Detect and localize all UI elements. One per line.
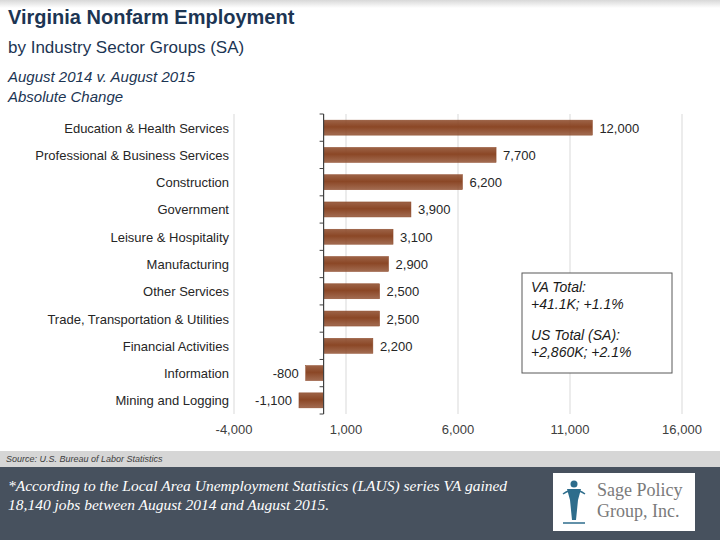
bar (306, 366, 324, 381)
bar (324, 147, 496, 162)
data-label: 2,500 (387, 284, 420, 299)
axis-tick (320, 414, 324, 415)
data-label: 3,900 (418, 202, 451, 217)
logo-arc (563, 490, 585, 494)
axis-tick (320, 168, 324, 169)
data-label: -1,100 (255, 393, 292, 408)
tick-label: 11,000 (551, 422, 590, 437)
bar (324, 257, 389, 272)
data-label: 12,000 (599, 121, 639, 136)
data-label: 2,900 (396, 257, 429, 272)
logo-text: Sage Policy Group, Inc. (597, 480, 693, 522)
grid-line (234, 114, 235, 414)
title: Virginia Nonfarm Employment (8, 6, 294, 29)
footnote: *According to the Local Area Unemploymen… (8, 476, 548, 514)
bar (324, 202, 411, 217)
axis-tick (320, 359, 324, 360)
annotation: US Total (SA): (531, 327, 620, 343)
annotation: VA Total: (531, 279, 586, 295)
logo-body (567, 489, 581, 520)
bar (324, 338, 373, 353)
measure: Absolute Change (8, 88, 123, 105)
tick-label: 1,000 (330, 422, 363, 437)
page: {"chart_data": {"type": "bar", "orientat… (0, 0, 720, 540)
logo-base (563, 522, 585, 524)
axis-tick (320, 223, 324, 224)
axis-line (323, 114, 324, 414)
category-label: Leisure & Hospitality (111, 230, 230, 245)
axis-tick (320, 332, 324, 333)
bar (324, 175, 463, 190)
bar (324, 284, 380, 299)
logo-box (553, 473, 695, 531)
axis-tick (320, 386, 324, 387)
data-label: 2,200 (380, 339, 413, 354)
tick-label: -4,000 (216, 422, 253, 437)
category-label: Government (157, 202, 229, 217)
category-label: Education & Health Services (64, 121, 229, 136)
axis-tick (320, 114, 324, 115)
logo-head (571, 481, 578, 488)
axis-tick (320, 195, 324, 196)
bar (324, 120, 593, 135)
tick-label: 6,000 (442, 422, 475, 437)
data-label: 7,700 (503, 148, 536, 163)
data-label: 6,200 (469, 175, 502, 190)
annotation: +2,860K; +2.1% (531, 344, 631, 360)
logo-icon (563, 481, 585, 524)
footer-band (0, 467, 720, 540)
period: August 2014 v. August 2015 (8, 68, 195, 85)
category-label: Professional & Business Services (35, 148, 229, 163)
annotation-box (522, 273, 672, 373)
category-label: Information (164, 366, 229, 381)
bar (324, 229, 393, 244)
category-label: Construction (156, 175, 229, 190)
category-label: Mining and Logging (116, 393, 229, 408)
bar (324, 311, 380, 326)
data-label: -800 (273, 366, 299, 381)
axis-tick (320, 277, 324, 278)
tick-label: 16,000 (662, 422, 702, 437)
category-label: Other Services (143, 284, 229, 299)
axis-tick (320, 304, 324, 305)
subtitle: by Industry Sector Groups (SA) (8, 38, 244, 58)
category-label: Financial Activities (123, 339, 230, 354)
axis-tick (320, 141, 324, 142)
data-label: 3,100 (400, 230, 433, 245)
data-label: 2,500 (387, 312, 420, 327)
category-label: Manufacturing (147, 257, 229, 272)
annotation: +41.1K; +1.1% (531, 296, 624, 312)
axis-tick (320, 250, 324, 251)
category-label: Trade, Transportation & Utilities (47, 312, 229, 327)
bar (299, 393, 324, 408)
grid-line (682, 114, 683, 414)
source-band (0, 451, 720, 467)
source: Source: U.S. Bureau of Labor Statistics (6, 454, 163, 464)
